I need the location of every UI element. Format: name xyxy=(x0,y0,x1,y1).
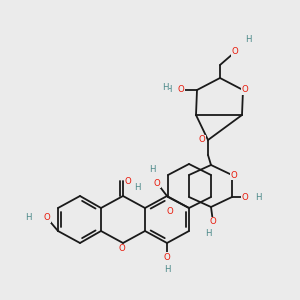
Text: H: H xyxy=(245,35,251,44)
Text: O: O xyxy=(154,178,160,188)
Text: O: O xyxy=(118,244,125,253)
Text: O: O xyxy=(199,136,206,145)
Text: H: H xyxy=(149,166,155,175)
Text: O: O xyxy=(178,85,184,94)
Text: H: H xyxy=(25,214,31,223)
Text: O: O xyxy=(231,170,237,179)
Text: H: H xyxy=(134,184,140,193)
Text: O: O xyxy=(167,208,173,217)
Text: H: H xyxy=(165,85,171,94)
Text: O: O xyxy=(124,176,131,185)
Text: O: O xyxy=(232,47,238,56)
Text: O: O xyxy=(210,218,216,226)
Text: H: H xyxy=(205,230,211,238)
Text: H: H xyxy=(162,83,168,92)
Text: H: H xyxy=(164,266,170,274)
Text: O: O xyxy=(164,253,170,262)
Text: O: O xyxy=(44,214,50,223)
Text: O: O xyxy=(242,193,248,202)
Text: H: H xyxy=(255,193,261,202)
Text: O: O xyxy=(242,85,248,94)
